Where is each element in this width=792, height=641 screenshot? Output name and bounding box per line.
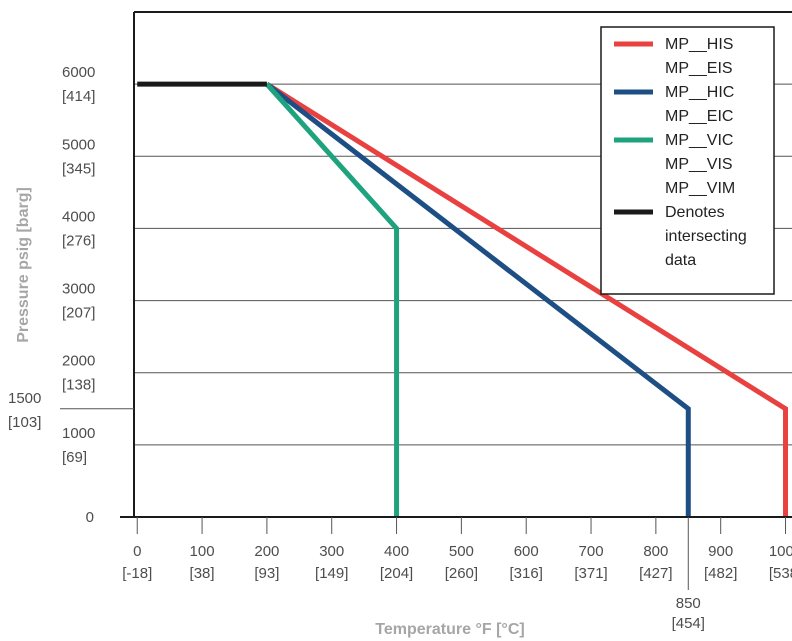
legend-label: MP__VIS [665, 156, 733, 173]
y-tick-label: 0 [86, 509, 94, 526]
y-tick-label: 3000 [62, 281, 95, 298]
x-tick-label-celsius: [260] [445, 565, 478, 582]
y-tick-label: 4000 [62, 208, 95, 225]
x-tick-label: 700 [579, 543, 604, 560]
legend-label: data [665, 252, 696, 269]
y-tick-label: 1000 [62, 425, 95, 442]
x-tick-labels: 0 [-18] 100 [38] 200 [93] 300 [149] 400 [204] 500 [… [122, 517, 792, 632]
x-tick-label-celsius: [316] [510, 565, 543, 582]
x-tick-label: 500 [449, 543, 474, 560]
x-tick-label-celsius: [93] [254, 565, 279, 582]
y-tick-label-barg: [69] [62, 449, 87, 466]
y-tick-label-barg: [276] [62, 232, 95, 249]
legend-label: MP__VIM [665, 180, 735, 197]
series-line [265, 82, 789, 517]
x-tick-label-celsius: [371] [574, 565, 607, 582]
y-axis-title: Pressure psig [barg] [15, 187, 32, 343]
legend-label: MP__EIC [665, 108, 733, 125]
x-tick-label: 600 [514, 543, 539, 560]
legend-label: MP__HIC [665, 84, 734, 101]
y-tick-label: 5000 [62, 136, 95, 153]
x-tick-label: 0 [133, 543, 141, 560]
legend-label: MP__EIS [665, 60, 733, 77]
x-axis-title: Temperature °F [°C] [375, 621, 524, 638]
x-tick-label: 300 [319, 543, 344, 560]
x-tick-label-celsius: [482] [704, 565, 737, 582]
legend-label: MP__VIC [665, 132, 733, 149]
x-tick-label: 850 [676, 595, 701, 612]
y-tick-label-barg: [345] [62, 160, 95, 177]
y-tick-label: 6000 [62, 64, 95, 81]
legend-label: MP__HIS [665, 36, 733, 53]
series-line [265, 82, 400, 517]
y-tick-labels: 0 1000 [69] 2000 [138] 3000 [207] 4000 [276] 5000… [8, 64, 134, 526]
y-tick-label-barg: [103] [8, 414, 41, 431]
x-tick-label: 1000 [769, 543, 792, 560]
series-line [265, 82, 691, 517]
x-tick-label: 400 [384, 543, 409, 560]
x-tick-label: 200 [254, 543, 279, 560]
y-tick-label-barg: [414] [62, 88, 95, 105]
y-tick-label-barg: [207] [62, 305, 95, 322]
x-tick-label-celsius: [427] [639, 565, 672, 582]
x-tick-label: 100 [190, 543, 215, 560]
y-tick-label: 2000 [62, 353, 95, 370]
legend-label: Denotes [665, 204, 725, 221]
series-lines [137, 81, 789, 517]
y-tick-label: 1500 [8, 390, 41, 407]
legend: MP__HIS MP__EIS MP__HIC MP__EIC MP__VIC MP__V… [600, 26, 775, 295]
x-tick-label: 800 [643, 543, 668, 560]
legend-label: intersecting [665, 228, 747, 245]
x-tick-label-celsius: [149] [315, 565, 348, 582]
legend-box [600, 26, 775, 295]
x-tick-label: 900 [708, 543, 733, 560]
x-tick-label-celsius: [-18] [122, 565, 152, 582]
x-tick-label-celsius: [454] [672, 615, 705, 632]
x-tick-label-celsius: [538] [769, 565, 792, 582]
x-tick-label-celsius: [38] [190, 565, 215, 582]
axes [120, 11, 792, 518]
x-tick-label-celsius: [204] [380, 565, 413, 582]
y-tick-label-barg: [138] [62, 377, 95, 394]
